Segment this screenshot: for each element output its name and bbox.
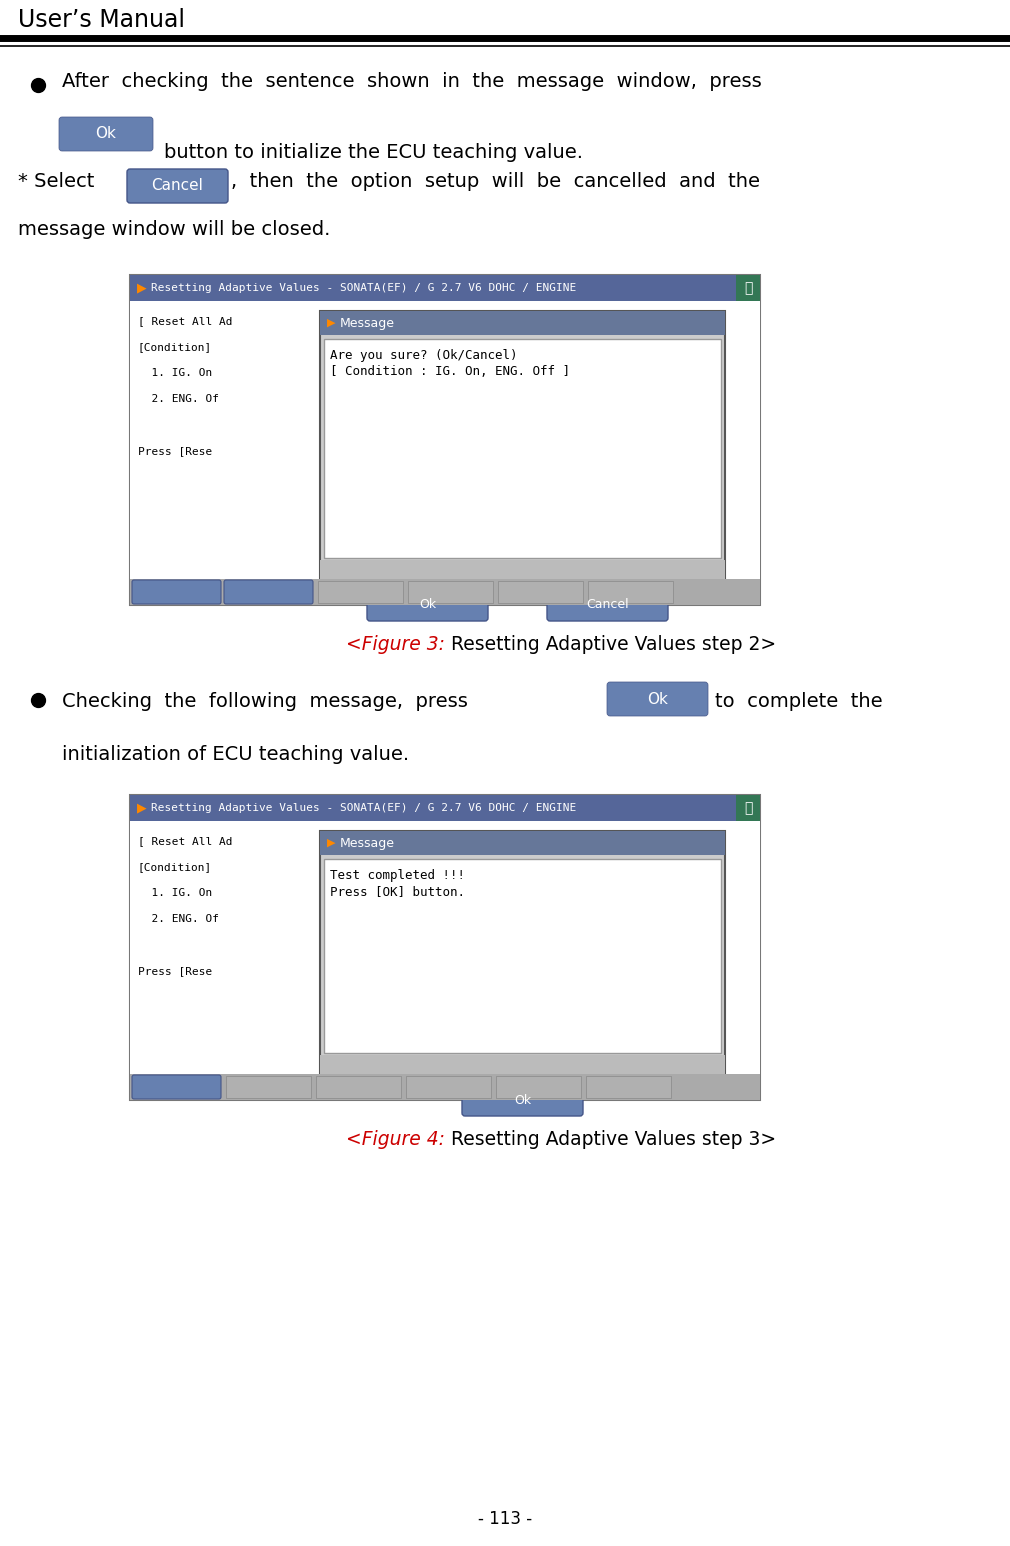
Bar [318,581,403,603]
Text: User’s Manual: User’s Manual [18,8,185,32]
Bar [316,1076,401,1098]
Text: ▶: ▶ [137,801,146,815]
Text: - 113 -: - 113 - [478,1510,532,1527]
Bar [130,1074,760,1101]
Bar [408,581,493,603]
Bar [406,1076,491,1098]
Bar [130,301,760,604]
Bar [320,311,725,600]
Text: Cancel: Cancel [586,598,629,612]
Text: Ok: Ok [647,691,668,707]
FancyBboxPatch shape [607,682,708,716]
Text: 1. IG. On: 1. IG. On [138,887,212,898]
Text: ,  then  the  option  setup  will  be  cancelled  and  the: , then the option setup will be cancelle… [231,172,760,192]
Text: 2. ENG. Of: 2. ENG. Of [138,394,219,404]
Bar [320,560,725,600]
Text: ⚿: ⚿ [743,281,752,295]
Text: [ Reset All Ad: [ Reset All Ad [138,836,232,846]
Bar [498,581,583,603]
Bar [320,832,725,1095]
Text: ▶: ▶ [327,838,335,849]
Text: 2. ENG. Of: 2. ENG. Of [138,914,219,925]
Text: ▶: ▶ [137,281,146,294]
FancyBboxPatch shape [127,169,228,203]
Text: Ok: Ok [419,598,436,612]
Text: Reset: Reset [161,608,192,617]
Text: <Figure 3:: <Figure 3: [346,635,445,654]
FancyBboxPatch shape [132,1074,221,1099]
Bar [320,832,725,855]
Bar [226,1076,311,1098]
Text: Resetting Adaptive Values step 2>: Resetting Adaptive Values step 2> [445,635,776,654]
Bar [736,795,760,821]
Bar [496,1076,581,1098]
Bar [320,1054,725,1095]
Text: ⚿: ⚿ [743,801,752,815]
Text: [Condition]: [Condition] [138,863,212,872]
Bar [130,795,760,821]
Text: Resetting Adaptive Values - SONATA(EF) / G 2.7 V6 DOHC / ENGINE: Resetting Adaptive Values - SONATA(EF) /… [152,802,577,813]
Bar [324,860,721,1053]
Text: Checking  the  following  message,  press: Checking the following message, press [62,693,468,711]
Text: Message: Message [340,836,395,849]
FancyBboxPatch shape [224,580,313,604]
Bar [736,275,760,301]
Text: Ok: Ok [96,127,116,142]
Text: Resetting Adaptive Values - SONATA(EF) / G 2.7 V6 DOHC / ENGINE: Resetting Adaptive Values - SONATA(EF) /… [152,283,577,294]
Text: Press [Rese: Press [Rese [138,966,212,976]
FancyBboxPatch shape [547,589,668,621]
Text: <Figure 4:: <Figure 4: [346,1130,445,1149]
Bar [130,275,760,301]
Text: initialization of ECU teaching value.: initialization of ECU teaching value. [62,745,409,764]
FancyBboxPatch shape [132,580,221,604]
Text: Cancel: Cancel [152,178,203,193]
Text: Test completed !!!: Test completed !!! [330,869,465,883]
Bar [130,275,760,604]
FancyBboxPatch shape [59,117,153,152]
FancyBboxPatch shape [462,1084,583,1116]
Text: to  complete  the: to complete the [715,693,883,711]
Text: * Select: * Select [18,172,94,192]
Bar [130,821,760,1101]
Bar [130,580,760,604]
Bar [588,581,673,603]
Text: 1. IG. On: 1. IG. On [138,368,212,379]
Text: Press [Rese: Press [Rese [138,445,212,456]
Text: button to initialize the ECU teaching value.: button to initialize the ECU teaching va… [164,142,583,162]
Bar [130,795,760,1101]
Bar [586,1076,671,1098]
Text: Message: Message [340,317,395,329]
Text: Press [OK] button.: Press [OK] button. [330,884,465,898]
Text: [ Reset All Ad: [ Reset All Ad [138,315,232,326]
Bar [324,339,721,558]
Text: Reset: Reset [161,1102,192,1112]
Text: Are you sure? (Ok/Cancel): Are you sure? (Ok/Cancel) [330,349,517,362]
Text: [Condition]: [Condition] [138,342,212,352]
FancyBboxPatch shape [367,589,488,621]
Text: Resetting Adaptive Values step 3>: Resetting Adaptive Values step 3> [445,1130,776,1149]
Text: Ok: Ok [514,1093,531,1107]
Text: [ Condition : IG. On, ENG. Off ]: [ Condition : IG. On, ENG. Off ] [330,365,570,379]
Text: ▶: ▶ [327,318,335,328]
Text: message window will be closed.: message window will be closed. [18,220,330,240]
Text: After  checking  the  sentence  shown  in  the  message  window,  press: After checking the sentence shown in the… [62,73,762,91]
Text: Cancel: Cancel [249,608,288,617]
Bar [320,311,725,335]
